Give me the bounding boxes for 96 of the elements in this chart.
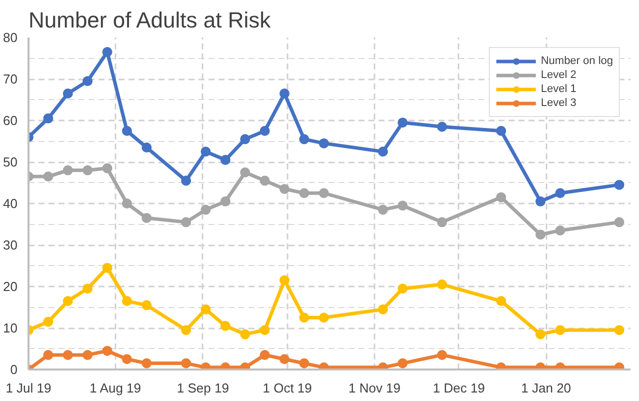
point [378, 304, 388, 314]
point [260, 176, 270, 186]
point [240, 167, 250, 178]
point [398, 284, 408, 294]
y-tick-label: 80 [3, 30, 18, 45]
point [496, 296, 506, 306]
point [181, 176, 192, 186]
point [62, 350, 73, 360]
point [43, 316, 54, 327]
point [102, 47, 112, 58]
point [122, 354, 132, 364]
point [260, 350, 270, 360]
point [102, 346, 112, 356]
point [62, 165, 73, 176]
point [43, 113, 54, 124]
point [555, 325, 566, 336]
point [437, 279, 448, 290]
y-tick-label: 10 [3, 320, 18, 336]
y-tick-label: 0 [10, 362, 18, 377]
point [181, 325, 192, 336]
x-tick-label: 1 Jan 20 [521, 380, 572, 396]
point [220, 320, 230, 331]
point [398, 358, 408, 368]
y-tick-label: 50 [3, 154, 18, 170]
point [122, 296, 132, 306]
point [181, 217, 192, 228]
point [240, 134, 250, 144]
legend-label: Number on log [540, 54, 613, 68]
x-tick-label: 1 Oct 19 [262, 380, 312, 396]
point [555, 188, 566, 198]
point [279, 184, 290, 194]
point [43, 172, 54, 182]
point [614, 180, 624, 190]
point [82, 284, 93, 294]
point [437, 217, 448, 228]
x-tick-label: 1 Sep 19 [176, 380, 229, 396]
point [122, 198, 132, 208]
point [102, 163, 112, 174]
point [378, 146, 388, 157]
x-tick-label: 1 Aug 19 [90, 380, 142, 396]
point [142, 300, 152, 310]
point [279, 275, 290, 286]
x-tick-label: 1 Nov 19 [348, 380, 401, 396]
point [200, 146, 211, 157]
point [299, 134, 310, 144]
point [260, 325, 270, 336]
point [142, 142, 152, 152]
point [318, 312, 329, 323]
point [62, 296, 73, 306]
point [437, 122, 448, 132]
point [398, 118, 408, 128]
point [496, 192, 506, 202]
point [535, 196, 546, 206]
y-tick-label: 60 [3, 113, 18, 128]
point [102, 262, 112, 273]
point [299, 358, 310, 368]
point [181, 358, 192, 368]
point [555, 225, 566, 236]
point [535, 230, 546, 240]
point [535, 329, 546, 340]
point [614, 325, 624, 336]
point [299, 312, 310, 323]
x-tick-label: 1 Dec 19 [432, 380, 485, 396]
point [378, 204, 388, 215]
point [496, 126, 506, 136]
point [318, 138, 329, 148]
point [318, 188, 329, 198]
y-tick-label: 20 [3, 279, 18, 294]
y-tick-label: 40 [3, 196, 18, 211]
legend-label: Level 2 [540, 68, 576, 82]
point [142, 358, 152, 368]
legend-label: Level 3 [540, 96, 576, 110]
y-tick-label: 30 [3, 238, 18, 252]
chart-title: Number of Adults at Risk [28, 8, 272, 32]
point [279, 88, 290, 99]
point [200, 304, 211, 314]
point [260, 126, 270, 136]
point [200, 204, 211, 215]
point [122, 126, 132, 136]
y-tick-label: 70 [3, 72, 18, 86]
point [220, 196, 230, 206]
point [279, 354, 290, 364]
point [398, 200, 408, 211]
x-tick-label: 1 Jul 19 [6, 380, 52, 396]
legend-label: Level 1 [540, 82, 576, 96]
point [437, 350, 448, 360]
point [220, 154, 230, 165]
point [43, 350, 54, 360]
point [82, 350, 93, 360]
point [614, 217, 624, 228]
point [82, 76, 93, 86]
point [142, 213, 152, 224]
point [240, 329, 250, 340]
point [299, 188, 310, 198]
point [82, 165, 93, 176]
point [62, 88, 73, 99]
